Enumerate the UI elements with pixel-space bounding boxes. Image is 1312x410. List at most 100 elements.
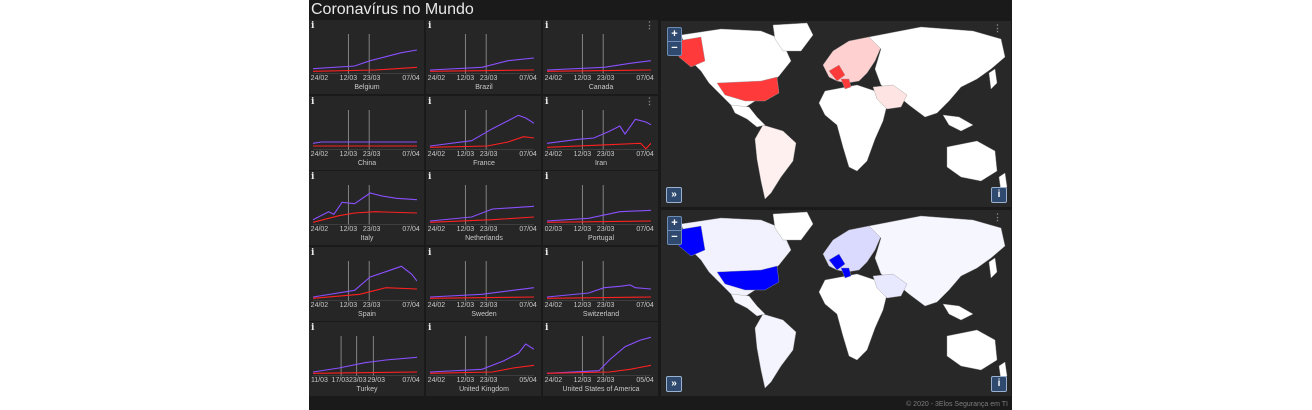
continent-region [998,361,1008,381]
country-chart[interactable]: i ⋮ 24/02 12/03 23/03 07/04 Canada [543,20,659,95]
info-icon[interactable]: i [428,323,432,333]
confirmed-series-line [430,286,534,298]
country-chart[interactable]: i 24/02 12/03 23/03 07/04 Belgium [309,20,425,95]
map-info-button[interactable]: i [991,376,1007,392]
info-icon[interactable]: i [311,96,315,107]
x-tick-label: 23/03 [362,150,381,158]
confirmed-series-line [313,140,417,144]
country-chart[interactable]: i 24/02 12/03 23/03 07/04 Sweden [426,246,542,322]
deaths-series-line [313,286,417,299]
country-chart[interactable]: i 24/02 12/03 23/03 07/04 Brazil [426,20,542,95]
info-icon[interactable]: i [545,323,549,333]
deaths-series-line [430,69,534,72]
confirmed-series-line [430,114,534,147]
deaths-series-line [313,211,417,223]
sparkline-chart [313,109,417,150]
info-icon[interactable]: i [545,172,549,182]
x-tick-label: 07/04 [636,150,654,158]
country-name-label: United States of America [562,386,640,393]
confirmed-series-line [547,118,651,144]
x-tick-label: 24/02 [310,75,329,82]
sparkline-chart [430,336,534,376]
continent-region [988,68,998,90]
info-icon[interactable]: i [545,247,549,258]
country-chart[interactable]: i 02/03 12/03 23/03 07/04 Portugal [543,171,659,246]
x-tick-label: 07/04 [519,75,537,82]
map-info-button[interactable]: i [991,187,1007,203]
x-tick-label: 24/02 [544,377,563,384]
x-tick-label: 07/04 [636,75,654,82]
confirmed-series-line [313,356,417,373]
country-chart[interactable]: i 24/02 12/03 23/03 05/04 United States of Am… [543,322,659,397]
x-tick-label: 07/04 [402,377,420,384]
continent-region [946,329,998,371]
x-tick-label: 12/03 [573,377,592,384]
x-tick-label: 05/04 [636,377,654,384]
zoom-in-button[interactable]: + [671,28,678,40]
x-tick-label: 17/03 [331,377,350,384]
deaths-series-line [547,220,651,223]
dashboard: Coronavírus no Mundo i 24/02 12/03 23/03 07/… [309,0,1012,410]
x-tick-label: 23/03 [348,377,367,384]
x-tick-label: 07/04 [519,226,537,233]
x-tick-label: 12/03 [573,301,592,309]
info-icon[interactable]: i [311,21,315,31]
country-chart[interactable]: i 24/02 12/03 23/03 07/04 China [309,95,425,171]
expand-button[interactable]: » [666,187,682,203]
x-tick-label: 29/03 [367,377,386,384]
info-icon[interactable]: i [428,96,432,107]
x-tick-label: 07/04 [402,150,420,158]
country-chart[interactable]: i 24/02 12/03 23/03 07/04 Netherlands [426,171,542,246]
country-chart[interactable]: i 24/02 12/03 23/03 07/04 Spain [309,246,425,322]
info-icon[interactable]: i [428,172,432,182]
deaths-map[interactable]: + − ⋮ » i [661,210,1011,396]
country-chart[interactable]: i 24/02 12/03 23/03 07/04 Switzerland [543,246,659,322]
x-tick-label: 12/03 [456,377,475,384]
deaths-series-line [547,142,651,149]
x-tick-label: 12/03 [339,75,358,82]
country-chart[interactable]: i 24/02 12/03 23/03 07/04 Italy [309,171,425,246]
confirmed-cases-map[interactable]: + − ⋮ » i [661,21,1011,207]
vertical-ellipsis-icon[interactable]: ⋮ [645,20,654,30]
vertical-ellipsis-icon[interactable]: ⋮ [993,212,1002,222]
country-chart[interactable]: i ⋮ 24/02 12/03 23/03 07/04 Iran [543,95,659,171]
world-choropleth[interactable] [661,210,1011,396]
expand-button[interactable]: » [666,376,682,392]
confirmed-series-line [430,205,534,222]
x-tick-label: 23/03 [596,301,615,309]
sparkline-chart [313,34,417,74]
info-icon[interactable]: i [428,247,432,258]
country-chart[interactable]: i 11/03 17/03 23/03 29/03 07/04 Turkey [309,322,425,397]
world-choropleth[interactable] [661,21,1011,207]
x-tick-label: 24/02 [427,377,446,384]
x-tick-label: 07/04 [402,301,420,309]
confirmed-series-line [547,283,651,298]
x-tick-label: 24/02 [310,150,329,158]
x-tick-label: 24/02 [310,301,329,309]
zoom-out-button[interactable]: − [668,230,681,244]
country-chart[interactable]: i 24/02 12/03 23/03 05/04 United Kingdom [426,322,542,397]
info-icon[interactable]: i [545,21,549,31]
sparkline-chart [313,336,417,376]
sparkline-chart [430,34,534,74]
map-zoom-control: + − [667,27,682,56]
info-icon[interactable]: i [545,96,549,107]
country-chart[interactable]: i 24/02 12/03 23/03 07/04 France [426,95,542,171]
zoom-out-button[interactable]: − [668,41,681,55]
sparkline-chart [547,185,651,225]
country-name-label: Canada [588,84,614,91]
zoom-in-button[interactable]: + [671,217,678,229]
info-icon[interactable]: i [428,21,432,31]
country-name-label: Turkey [356,386,378,393]
x-tick-label: 05/04 [519,377,537,384]
confirmed-series-line [313,265,417,298]
info-icon[interactable]: i [311,172,315,182]
x-tick-label: 12/03 [573,226,592,233]
x-tick-label: 07/04 [402,226,420,233]
continent-region [872,273,908,299]
vertical-ellipsis-icon[interactable]: ⋮ [993,23,1002,33]
x-tick-label: 23/03 [479,150,498,158]
info-icon[interactable]: i [311,247,315,258]
vertical-ellipsis-icon[interactable]: ⋮ [645,95,654,106]
info-icon[interactable]: i [311,323,315,333]
